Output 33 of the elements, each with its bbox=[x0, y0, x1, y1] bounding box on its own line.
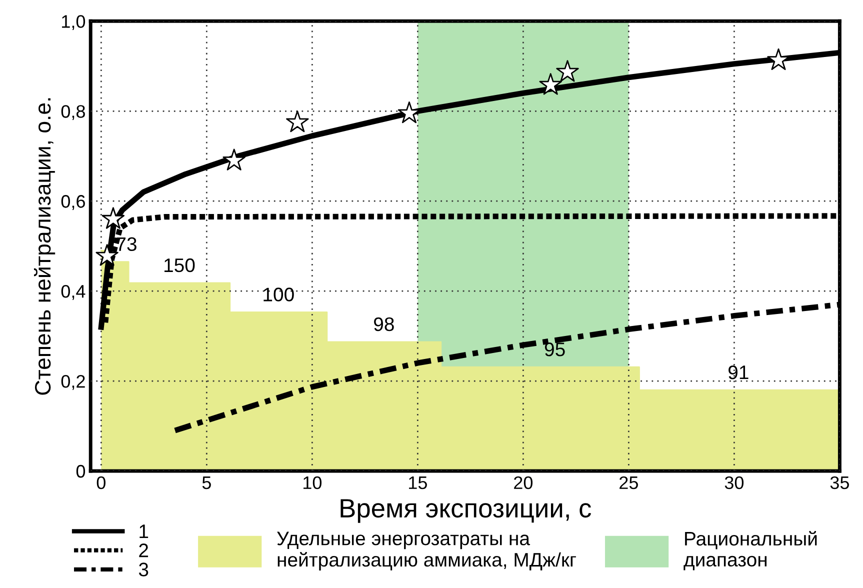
point bbox=[102, 207, 125, 229]
x-tick-label: 10 bbox=[304, 476, 322, 490]
annotation: 73 bbox=[116, 237, 136, 252]
annotation: 95 bbox=[544, 342, 565, 356]
legend-label: Удельные энергозатраты на нейтрализацию аммиака, МДж/кг bbox=[277, 532, 576, 570]
y-tick-label: 1,0 bbox=[62, 15, 86, 30]
x-tick-label: 0 bbox=[96, 476, 106, 490]
x-tick-label: 25 bbox=[620, 476, 638, 490]
y-tick-label: 0,6 bbox=[61, 195, 85, 210]
point bbox=[222, 148, 246, 170]
x-tick-label: 15 bbox=[409, 476, 427, 490]
point bbox=[539, 73, 562, 95]
x-tick-label: 5 bbox=[202, 476, 211, 490]
y-tick-label: 0 bbox=[76, 464, 86, 478]
annotation: 100 bbox=[264, 288, 294, 302]
x-tick-label: 20 bbox=[514, 476, 533, 490]
y-tick-label: 0,2 bbox=[61, 374, 85, 390]
x-axis-title: Время экспозиции, с bbox=[340, 499, 592, 523]
x-tick-label: 35 bbox=[830, 476, 849, 490]
y-axis-title: Степень нейтрализации, о.е. bbox=[34, 98, 56, 395]
point bbox=[556, 60, 579, 82]
y-tick-label: 0,4 bbox=[61, 284, 86, 300]
legend-label: 1 bbox=[140, 524, 148, 538]
annotation: 98 bbox=[374, 317, 394, 332]
point bbox=[286, 110, 309, 132]
legend-label: 3 bbox=[138, 562, 148, 576]
annotation: 150 bbox=[164, 258, 195, 272]
annotation: 91 bbox=[728, 365, 748, 380]
x-tick-label: 30 bbox=[724, 476, 744, 490]
y-tick-label: 0,8 bbox=[61, 105, 85, 120]
point bbox=[96, 244, 118, 266]
legend-label: Рациональный диапазон bbox=[684, 530, 817, 570]
legend-label: 2 bbox=[139, 544, 148, 558]
